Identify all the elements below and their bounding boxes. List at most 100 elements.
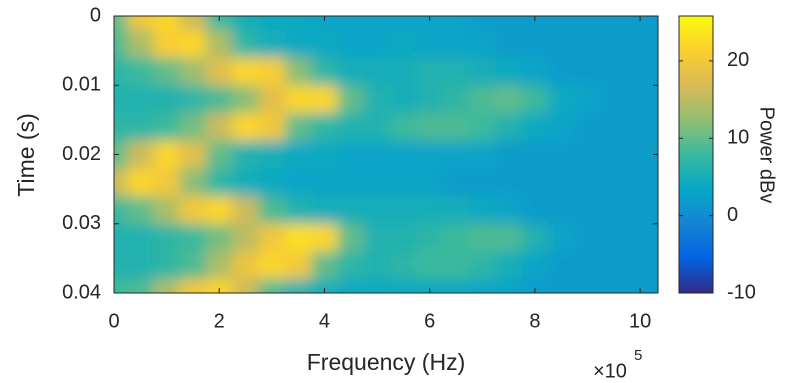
heatmap-cell: [311, 29, 339, 59]
heatmap-cell: [600, 223, 628, 252]
heatmap-cell: [179, 251, 207, 280]
heatmap-cell: [153, 279, 181, 293]
heatmap-cell: [416, 57, 444, 86]
heatmap-cell: [311, 112, 339, 142]
heatmap-cell: [337, 57, 365, 86]
heatmap-cell: [390, 251, 418, 280]
heatmap-cell: [153, 251, 181, 280]
heatmap-cell: [258, 168, 286, 197]
heatmap-cell: [390, 168, 418, 197]
heatmap-cell: [127, 196, 154, 225]
heatmap-cell: [390, 279, 418, 293]
heatmap-cell: [232, 168, 260, 197]
heatmap-cell: [127, 29, 154, 59]
heatmap-cell: [442, 57, 470, 86]
heatmap-cell: [548, 85, 575, 114]
heatmap-cell: [363, 112, 391, 142]
heatmap-cell: [574, 85, 602, 114]
y-axis-label: Time (s): [13, 113, 39, 196]
heatmap-cell: [206, 16, 233, 31]
heatmap-cell: [114, 112, 128, 142]
heatmap-cell: [337, 223, 365, 252]
heatmap-cell: [206, 223, 233, 252]
heatmap-cell: [206, 279, 233, 293]
heatmap-cell: [390, 223, 418, 252]
heatmap-cell: [258, 140, 286, 169]
heatmap-cell: [179, 16, 207, 31]
heatmap-cell: [114, 168, 128, 197]
heatmap-cell: [232, 140, 260, 169]
x-tick-label: 4: [319, 310, 330, 332]
heatmap-cell: [626, 140, 658, 169]
heatmap-cell: [548, 140, 575, 169]
heatmap-cell: [416, 112, 444, 142]
heatmap-cell: [390, 196, 418, 225]
heatmap-cell: [127, 57, 154, 86]
colorbar: [679, 16, 713, 293]
heatmap-cell: [442, 251, 470, 280]
heatmap-cell: [311, 57, 339, 86]
heatmap-cell: [469, 16, 496, 31]
heatmap-cell: [626, 279, 658, 293]
heatmap-cell: [284, 57, 312, 86]
heatmap-cell: [416, 168, 444, 197]
colorbar-tick-label: -10: [727, 281, 756, 303]
heatmap-cell: [363, 223, 391, 252]
heatmap-cell: [179, 85, 207, 114]
heatmap-cell: [127, 112, 154, 142]
heatmap-cell: [600, 279, 628, 293]
heatmap-cell: [284, 279, 312, 293]
heatmap-cell: [311, 196, 339, 225]
heatmap-cell: [114, 85, 128, 114]
heatmap-cell: [574, 57, 602, 86]
heatmap-cell: [114, 251, 128, 280]
x-tick-label: 2: [214, 310, 225, 332]
heatmap-cell: [337, 112, 365, 142]
heatmap-cell: [206, 140, 233, 169]
heatmap-cell: [390, 57, 418, 86]
heatmap-cell: [442, 140, 470, 169]
heatmap-cell: [390, 140, 418, 169]
heatmap-cell: [363, 16, 391, 31]
heatmap-cell: [416, 223, 444, 252]
heatmap-cell: [363, 251, 391, 280]
heatmap-cell: [311, 16, 339, 31]
heatmap-cell: [153, 29, 181, 59]
colorbar-frame: [678, 15, 714, 294]
heatmap-cell: [600, 251, 628, 280]
heatmap-cell: [521, 16, 549, 31]
heatmap-cell: [442, 85, 470, 114]
heatmap-cell: [284, 140, 312, 169]
heatmap-cell: [521, 223, 549, 252]
heatmap-cell: [179, 140, 207, 169]
colorbar-tick-label: 20: [727, 49, 749, 71]
heatmap-cell: [548, 168, 575, 197]
heatmap-cell: [626, 85, 658, 114]
heatmap-cell: [127, 168, 154, 197]
heatmap-cell: [179, 196, 207, 225]
heatmap-cell: [206, 168, 233, 197]
heatmap-cell: [337, 251, 365, 280]
heatmap-cell: [153, 223, 181, 252]
y-tick-label: 0.03: [62, 212, 101, 234]
heatmap-cell: [469, 279, 496, 293]
x-tick-label: 8: [529, 310, 540, 332]
heatmap-cell: [548, 112, 575, 142]
heatmap-cell: [600, 196, 628, 225]
heatmap-cell: [495, 85, 523, 114]
heatmap-cell: [495, 29, 523, 59]
heatmap-cell: [469, 57, 496, 86]
heatmap-cell: [495, 16, 523, 31]
heatmap-cell: [363, 140, 391, 169]
heatmap-cell: [574, 29, 602, 59]
heatmap-cell: [469, 140, 496, 169]
heatmap-cell: [258, 112, 286, 142]
heatmap-cell: [232, 29, 260, 59]
heatmap-cell: [127, 279, 154, 293]
heatmap-cell: [495, 57, 523, 86]
heatmap-cell: [311, 85, 339, 114]
heatmap-cell: [206, 196, 233, 225]
heatmap-cell: [114, 16, 128, 31]
x-tick-label: 6: [424, 310, 435, 332]
heatmap-cell: [574, 112, 602, 142]
